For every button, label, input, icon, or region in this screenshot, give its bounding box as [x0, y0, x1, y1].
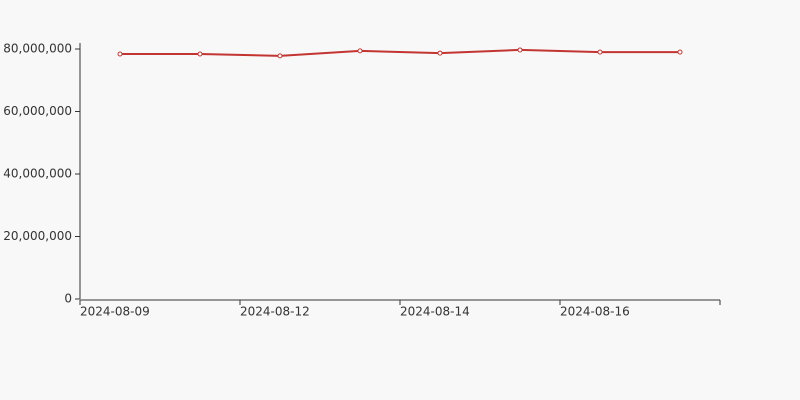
- point: [677, 49, 683, 55]
- x-tick-label: 2024-08-12: [240, 305, 310, 319]
- point: [357, 48, 363, 54]
- x-tick-label: 2024-08-16: [560, 305, 630, 319]
- y-tick-label: 40,000,000: [3, 167, 72, 181]
- y-tick-label: 80,000,000: [3, 42, 72, 56]
- point: [277, 53, 283, 59]
- point: [197, 51, 203, 57]
- x-tick-label: 2024-08-14: [400, 305, 470, 319]
- line: [120, 48, 680, 57]
- y-tick-label: 20,000,000: [3, 229, 72, 243]
- y-tick-label: 60,000,000: [3, 104, 72, 118]
- point: [117, 51, 123, 57]
- point: [517, 47, 523, 53]
- x-tick-label: 2024-08-09: [80, 305, 150, 319]
- point: [437, 50, 443, 56]
- point: [597, 49, 603, 55]
- y-tick-label: 0: [64, 292, 72, 306]
